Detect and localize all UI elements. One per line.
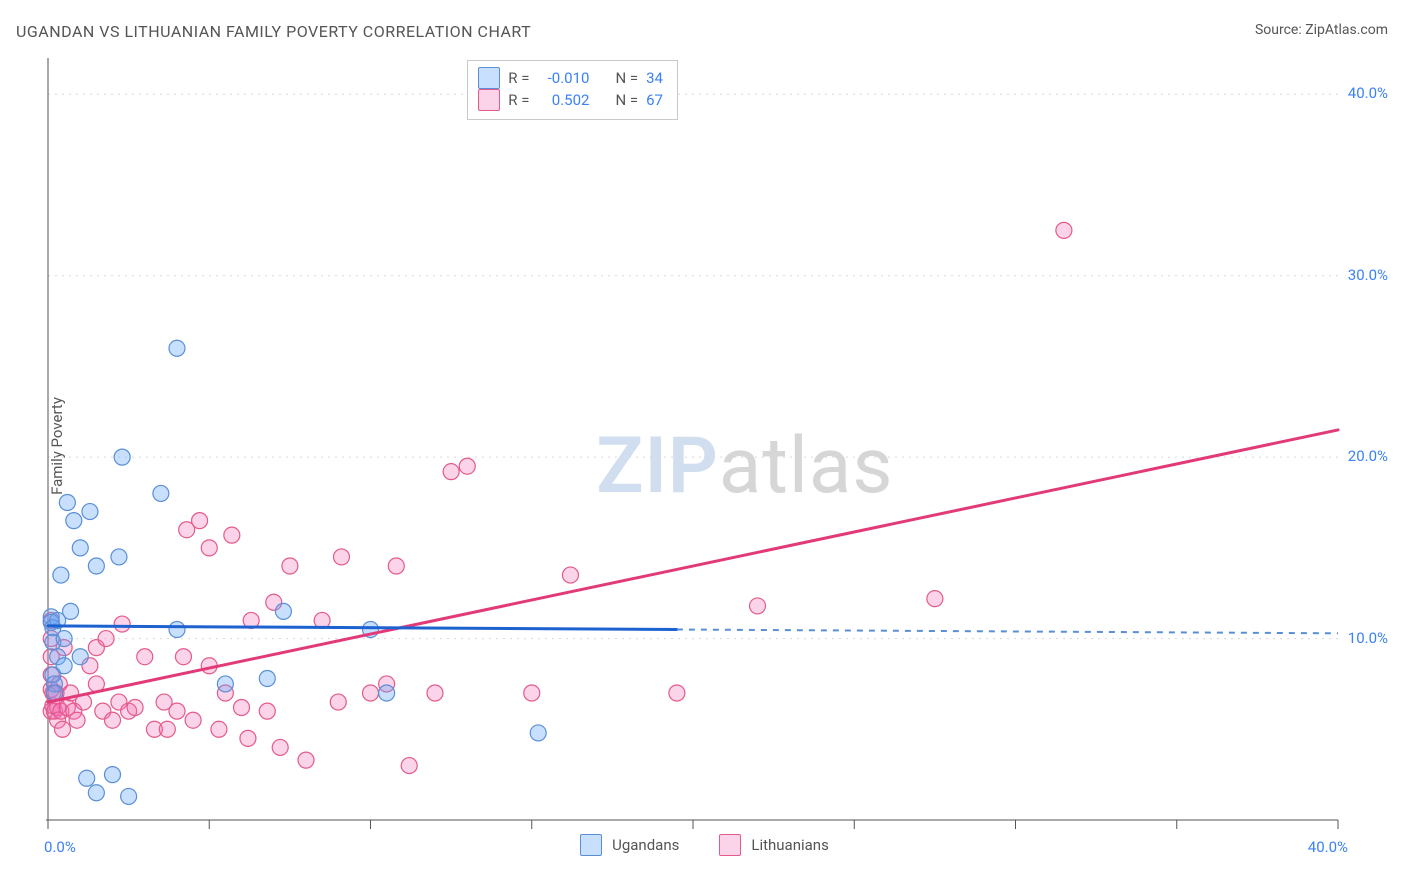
scatter-point — [259, 670, 275, 686]
x-tick-label: 0.0% — [44, 838, 76, 856]
scatter-point — [201, 540, 217, 556]
scatter-point — [379, 685, 395, 701]
legend-r-value: 0.502 — [537, 89, 589, 111]
scatter-point — [217, 676, 233, 692]
scatter-point — [69, 712, 85, 728]
legend-swatch — [719, 834, 741, 856]
scatter-point — [427, 685, 443, 701]
scatter-point — [127, 700, 143, 716]
legend-stats-box: R = -0.010 N = 34 R = 0.502 N = 67 — [467, 60, 678, 120]
scatter-point — [82, 504, 98, 520]
scatter-point — [88, 558, 104, 574]
x-tick-label: 40.0% — [1288, 838, 1348, 856]
scatter-point — [401, 758, 417, 774]
regression-line-ugandans — [48, 626, 677, 630]
scatter-point — [443, 464, 459, 480]
legend-n-label: N = — [615, 89, 638, 111]
scatter-point — [53, 567, 69, 583]
scatter-point — [72, 649, 88, 665]
legend-r-label: R = — [508, 89, 529, 111]
scatter-point — [137, 649, 153, 665]
chart-container: UGANDAN VS LITHUANIAN FAMILY POVERTY COR… — [0, 0, 1406, 892]
legend-n-value: 67 — [646, 89, 663, 111]
scatter-point — [169, 340, 185, 356]
scatter-point — [56, 631, 72, 647]
scatter-point — [169, 622, 185, 638]
scatter-point — [524, 685, 540, 701]
scatter-point — [66, 513, 82, 529]
scatter-point — [169, 703, 185, 719]
scatter-point — [259, 703, 275, 719]
scatter-point — [530, 725, 546, 741]
scatter-point — [927, 591, 943, 607]
legend-swatch — [478, 67, 500, 89]
legend-n-label: N = — [615, 67, 638, 89]
scatter-point — [121, 788, 137, 804]
scatter-point — [562, 567, 578, 583]
legend-stats-row: R = 0.502 N = 67 — [478, 89, 663, 111]
y-tick-label: 40.0% — [1348, 84, 1388, 102]
scatter-point — [669, 685, 685, 701]
legend-r-label: R = — [508, 67, 529, 89]
scatter-point — [72, 540, 88, 556]
scatter-point — [105, 712, 121, 728]
scatter-plot — [0, 0, 1406, 892]
legend-swatch — [478, 89, 500, 111]
legend-label: Lithuanians — [751, 836, 828, 854]
scatter-point — [153, 485, 169, 501]
legend-stats-row: R = -0.010 N = 34 — [478, 67, 663, 89]
scatter-point — [88, 785, 104, 801]
scatter-point — [192, 513, 208, 529]
scatter-point — [105, 767, 121, 783]
scatter-point — [330, 694, 346, 710]
scatter-point — [114, 449, 130, 465]
scatter-point — [159, 721, 175, 737]
scatter-point — [111, 549, 127, 565]
scatter-point — [79, 770, 95, 786]
legend-n-value: 34 — [646, 67, 663, 89]
scatter-point — [363, 685, 379, 701]
scatter-point — [185, 712, 201, 728]
legend-r-value: -0.010 — [537, 67, 589, 89]
scatter-point — [98, 631, 114, 647]
scatter-point — [59, 495, 75, 511]
legend-item: Ugandans — [580, 834, 679, 856]
scatter-point — [459, 458, 475, 474]
scatter-point — [282, 558, 298, 574]
scatter-point — [388, 558, 404, 574]
y-tick-label: 10.0% — [1348, 629, 1388, 647]
legend-swatch — [580, 834, 602, 856]
scatter-point — [63, 603, 79, 619]
scatter-point — [55, 721, 71, 737]
scatter-point — [275, 603, 291, 619]
scatter-point — [333, 549, 349, 565]
legend-series: Ugandans Lithuanians — [580, 834, 829, 856]
scatter-point — [272, 739, 288, 755]
scatter-point — [234, 700, 250, 716]
scatter-point — [1056, 222, 1072, 238]
scatter-point — [750, 598, 766, 614]
scatter-point — [240, 730, 256, 746]
y-tick-label: 20.0% — [1348, 447, 1388, 465]
legend-label: Ugandans — [612, 836, 679, 854]
legend-item: Lithuanians — [719, 834, 828, 856]
scatter-point — [175, 649, 191, 665]
regression-line-ugandans-ext — [677, 630, 1338, 634]
regression-line-lithuanians — [48, 430, 1338, 702]
scatter-point — [114, 616, 130, 632]
scatter-point — [56, 658, 72, 674]
scatter-point — [298, 752, 314, 768]
scatter-point — [211, 721, 227, 737]
y-tick-label: 30.0% — [1348, 266, 1388, 284]
scatter-point — [224, 527, 240, 543]
